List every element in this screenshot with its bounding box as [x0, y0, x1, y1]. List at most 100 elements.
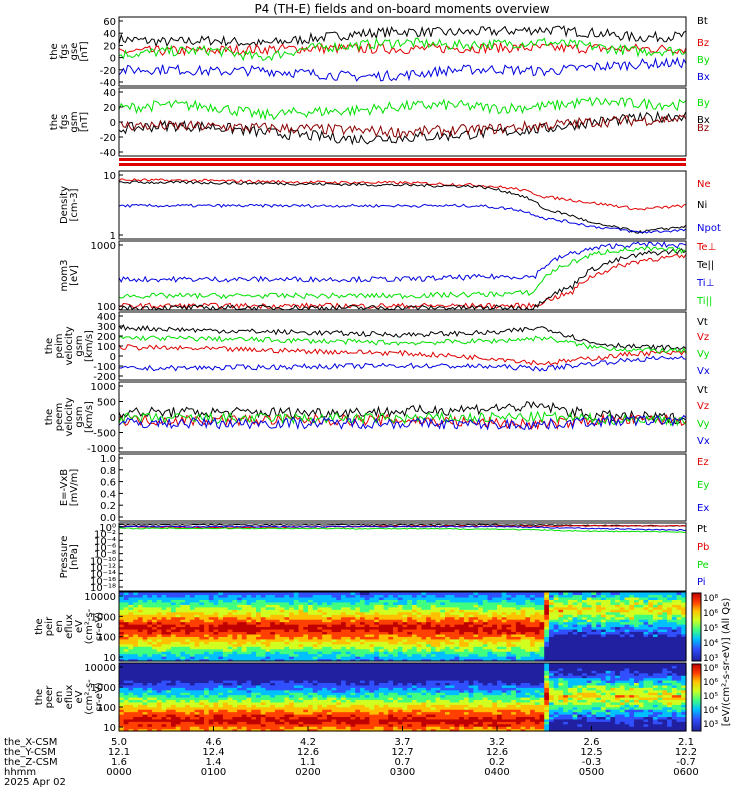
spectrogram-cell: [222, 667, 229, 671]
spectrogram-cell: [544, 592, 550, 596]
spectrogram-cell: [548, 596, 555, 600]
spectrogram-cell: [501, 621, 508, 625]
spectrogram-cell: [194, 592, 200, 596]
spectrogram-cell: [293, 651, 300, 655]
spectrogram-cell: [227, 706, 233, 710]
spectrogram-cell: [350, 611, 356, 615]
spectrogram-cell: [204, 697, 210, 701]
spectrogram-cell: [364, 599, 371, 603]
spectrogram-cell: [567, 628, 574, 633]
spectrogram-cell: [397, 614, 404, 618]
spectrogram-cell: [293, 658, 300, 662]
spectrogram-cell: [241, 706, 248, 710]
spectrogram-cell: [350, 633, 356, 637]
spectrogram-cell: [326, 709, 333, 713]
spectrogram-cell: [515, 646, 522, 650]
spectrogram-cell: [251, 709, 257, 713]
spectrogram-cell: [359, 643, 366, 647]
spectrogram-cell: [459, 609, 465, 613]
spectrogram-cell: [430, 651, 437, 655]
spectrogram-cell: [133, 672, 139, 676]
spectrogram-cell: [652, 601, 659, 605]
spectrogram-cell: [478, 599, 484, 603]
spectrogram-cell: [166, 682, 172, 686]
spectrogram-cell: [388, 601, 394, 605]
spectrogram-cell: [350, 718, 356, 722]
spectrogram-cell: [355, 601, 361, 605]
spectrogram-cell: [152, 701, 158, 705]
spectrogram-cell: [615, 646, 621, 650]
spectrogram-cell: [161, 697, 167, 701]
spectrogram-cell: [676, 641, 682, 645]
spectrogram-cell: [506, 606, 512, 610]
spectrogram-cell: [175, 651, 182, 655]
spectrogram-cell: [161, 711, 167, 715]
spectrogram-cell: [671, 641, 678, 645]
spectrogram-cell: [350, 689, 356, 693]
spectrogram-cell: [629, 653, 635, 657]
spectrogram-cell: [369, 633, 375, 637]
spectrogram-cell: [137, 604, 144, 608]
spectrogram-cell: [175, 614, 182, 618]
spectrogram-cell: [322, 716, 328, 720]
spectrogram-cell: [208, 684, 215, 688]
spectrogram-cell: [170, 641, 177, 645]
spectrogram-cell: [293, 682, 300, 686]
spectrogram-cell: [336, 694, 342, 698]
spectrogram-cell: [284, 636, 290, 640]
spectrogram-cell: [572, 611, 578, 615]
spectrogram-cell: [544, 619, 550, 623]
spectrogram-cell: [218, 663, 224, 667]
spectrogram-cell: [147, 665, 153, 669]
spectrogram-cell: [534, 621, 541, 625]
spectrogram-cell: [246, 726, 252, 730]
spectrogram-cell: [218, 677, 224, 681]
y-tick-label: 40: [103, 88, 116, 99]
spectrogram-cell: [350, 716, 356, 720]
spectrogram-cell: [303, 675, 309, 679]
spectrogram-cell: [204, 726, 210, 730]
spectrogram-cell: [137, 624, 144, 628]
spectrogram-cell: [374, 611, 380, 615]
spectrogram-cell: [232, 665, 238, 669]
spectrogram-cell: [232, 606, 238, 610]
spectrogram-cell: [218, 592, 224, 596]
spectrogram-cell: [317, 592, 323, 596]
spectrogram-cell: [156, 636, 163, 640]
spectrogram-cell: [331, 611, 337, 615]
spectrogram-cell: [194, 656, 200, 660]
spectrogram-cell: [430, 609, 437, 613]
spectrogram-cell: [265, 599, 271, 603]
spectrogram-cell: [293, 601, 300, 605]
spectrogram-cell: [213, 675, 219, 679]
spectrogram-cell: [430, 616, 437, 620]
spectrogram-cell: [185, 716, 191, 720]
spectrogram-cell: [577, 601, 583, 605]
spectrogram-cell: [397, 641, 404, 645]
spectrogram-cell: [515, 621, 522, 625]
spectrogram-cell: [303, 672, 309, 676]
spectrogram-cell: [577, 653, 583, 657]
spectrogram-cell: [553, 633, 560, 637]
spectrogram-cell: [473, 619, 479, 623]
spectrogram-cell: [175, 675, 182, 679]
spectrogram-cell: [189, 670, 196, 674]
spectrogram-cell: [638, 621, 645, 625]
spectrogram-cell: [520, 609, 526, 613]
spectrogram-cell: [185, 616, 191, 620]
spectrogram-cell: [166, 638, 172, 642]
spectrogram-cell: [350, 604, 356, 608]
spectrogram-cell: [222, 723, 229, 727]
spectrogram-cell: [218, 706, 224, 710]
spectrogram-cell: [260, 621, 267, 625]
spectrogram-cell: [619, 592, 626, 596]
spectrogram-cell: [341, 601, 347, 605]
spectrogram-cell: [511, 636, 517, 640]
spectrogram-cell: [166, 672, 172, 676]
spectrogram-cell: [123, 636, 130, 640]
spectrogram-cell: [147, 726, 153, 730]
spectrogram-cell: [567, 626, 574, 630]
spectrogram-cell: [218, 611, 224, 615]
spectrogram-cell: [208, 682, 215, 686]
spectrogram-cell: [232, 646, 238, 650]
